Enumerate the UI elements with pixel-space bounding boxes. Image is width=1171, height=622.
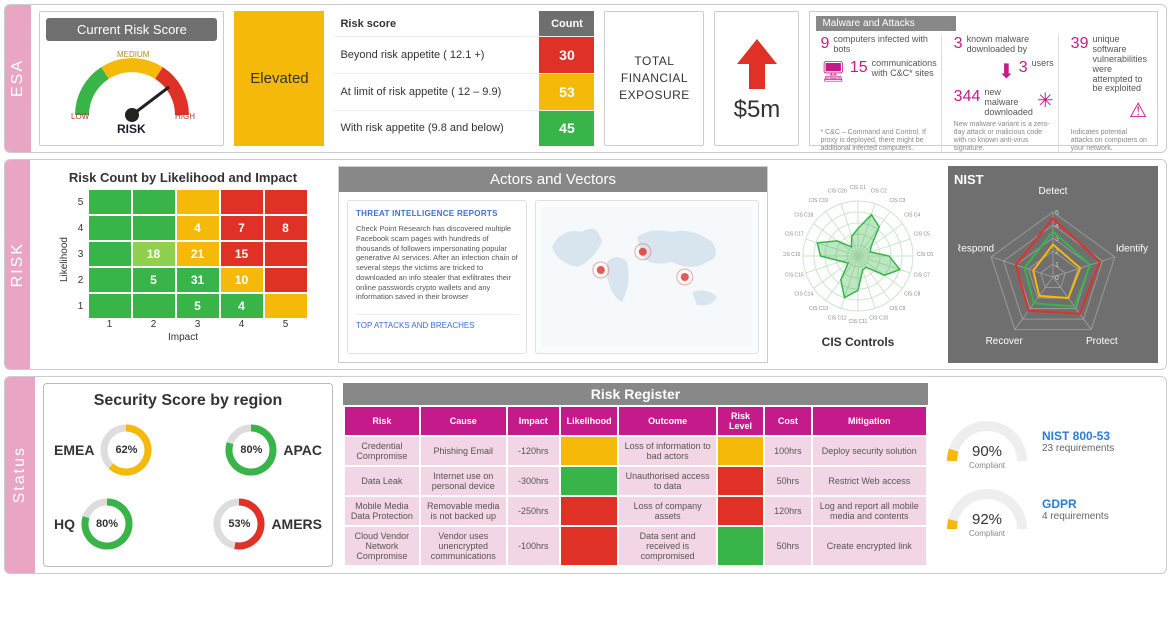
current-risk-score-card: Current Risk Score LOW MEDIUM HIGH RISK (39, 11, 224, 146)
computer-icon: 🖥 (820, 59, 845, 84)
security-score-card: Security Score by region EMEA 62%APAC 80… (43, 383, 333, 567)
svg-text:CIS C15: CIS C15 (785, 272, 804, 278)
malware-title: Malware and Attacks (816, 16, 956, 31)
donut-emea: EMEA 62% (54, 416, 186, 484)
svg-text:CIS C7: CIS C7 (914, 272, 930, 278)
svg-text:CIS C18: CIS C18 (794, 212, 813, 218)
top-attacks-link[interactable]: TOP ATTACKS AND BREACHES (356, 314, 518, 330)
svg-text:CIS C17: CIS C17 (785, 231, 804, 237)
svg-text:CIS C16: CIS C16 (783, 252, 801, 258)
svg-text:MEDIUM: MEDIUM (117, 50, 150, 59)
risk-score-table: Risk scoreCount Beyond risk appetite ( 1… (334, 11, 594, 146)
svg-text:CIS C9: CIS C9 (889, 306, 905, 312)
heatmap-card: Risk Count by Likelihood and Impact Like… (38, 166, 328, 363)
esa-tab: ESA (5, 5, 31, 152)
svg-text:CIS C4: CIS C4 (904, 212, 920, 218)
malware-col-3: 39unique software vulnerabilities were a… (1067, 35, 1151, 152)
risk-tab: RISK (5, 160, 30, 369)
svg-text:CIS C14: CIS C14 (794, 291, 813, 297)
svg-text:CIS C12: CIS C12 (828, 315, 847, 321)
exposure-arrow-card: $5m (714, 11, 799, 146)
donut-apac: APAC 80% (190, 416, 322, 484)
cis-controls-card: CIS C1 CIS C2CIS C3 CIS C4 CIS C5 CIS C6 CIS … (778, 166, 938, 363)
status-tab: Status (5, 377, 35, 573)
svg-text:Detect: Detect (1039, 187, 1068, 197)
actors-vectors-card: Actors and Vectors THREAT INTELLIGENCE R… (338, 166, 768, 363)
threat-intel-panel: THREAT INTELLIGENCE REPORTS Check Point … (347, 200, 527, 354)
svg-text:CIS C19: CIS C19 (809, 197, 828, 203)
up-arrow-icon (732, 34, 782, 94)
elevated-card: Elevated (234, 11, 324, 146)
malware-attacks-card: Malware and Attacks 9computers infected … (809, 11, 1158, 146)
svg-text:5: 5 (1055, 210, 1059, 217)
svg-text:CIS C13: CIS C13 (809, 306, 828, 312)
donut-amers: AMERS 53% (190, 490, 322, 558)
total-exposure-card: TOTAL FINANCIAL EXPOSURE (604, 11, 704, 146)
status-band: Status Security Score by region EMEA 62%… (4, 376, 1167, 574)
svg-text:CIS C2: CIS C2 (871, 188, 887, 194)
download-icon: ⬇ (998, 59, 1015, 84)
svg-text:LOW: LOW (71, 112, 90, 121)
table-row: Credential CompromisePhishing Email-120h… (345, 437, 926, 465)
donut-hq: HQ 80% (54, 490, 186, 558)
compliance-gdpr: 92%Compliant GDPR4 requirements (942, 479, 1154, 539)
esa-band: ESA Current Risk Score LOW MEDIUM HIGH R… (4, 4, 1167, 153)
svg-text:CIS C1: CIS C1 (850, 185, 866, 191)
risk-score-title: Current Risk Score (46, 18, 217, 41)
nist-card: NIST DetectIdentifyProtectRecoverRespond… (948, 166, 1158, 363)
malware-col-2: 3known malware downloaded by ⬇3users 344… (950, 35, 1059, 152)
compliance-nist-800-53: 90%Compliant NIST 800-5323 requirements (942, 411, 1154, 471)
table-row: Mobile Media Data ProtectionRemovable me… (345, 497, 926, 525)
svg-text:Recover: Recover (986, 336, 1024, 347)
table-row: Data LeakInternet use on personal device… (345, 467, 926, 495)
world-map (535, 200, 759, 354)
svg-text:CIS C3: CIS C3 (889, 197, 905, 203)
svg-text:Identify: Identify (1116, 243, 1148, 254)
risk-gauge: LOW MEDIUM HIGH RISK (57, 41, 207, 139)
svg-text:CIS C8: CIS C8 (904, 291, 920, 297)
svg-text:0: 0 (1055, 275, 1059, 282)
svg-text:CIS C6: CIS C6 (917, 252, 933, 258)
svg-text:Protect: Protect (1086, 336, 1118, 347)
elevated-label: Elevated (250, 70, 308, 87)
attack-icon: ⚠ (1129, 100, 1147, 122)
table-row: Cloud Vendor Network CompromiseVendor us… (345, 527, 926, 565)
svg-text:HIGH: HIGH (175, 112, 195, 121)
svg-text:CIS C5: CIS C5 (914, 231, 930, 237)
svg-text:CIS C11: CIS C11 (849, 319, 868, 325)
virus-icon: ✳ (1037, 88, 1054, 113)
risk-register-card: Risk Register RiskCauseImpactLikelihoodO… (343, 383, 928, 567)
malware-col-1: 9computers infected with bots 🖥15communi… (816, 35, 941, 152)
compliance-card: 90%Compliant NIST 800-5323 requirements … (938, 383, 1158, 567)
svg-text:RISK: RISK (117, 122, 146, 135)
exposure-amount: $5m (734, 96, 781, 124)
risk-band: RISK Risk Count by Likelihood and Impact… (4, 159, 1167, 370)
svg-text:1: 1 (1055, 262, 1059, 269)
svg-text:CIS C10: CIS C10 (869, 315, 888, 321)
svg-text:CIS C20: CIS C20 (828, 188, 847, 194)
svg-text:Respond: Respond (958, 243, 994, 254)
